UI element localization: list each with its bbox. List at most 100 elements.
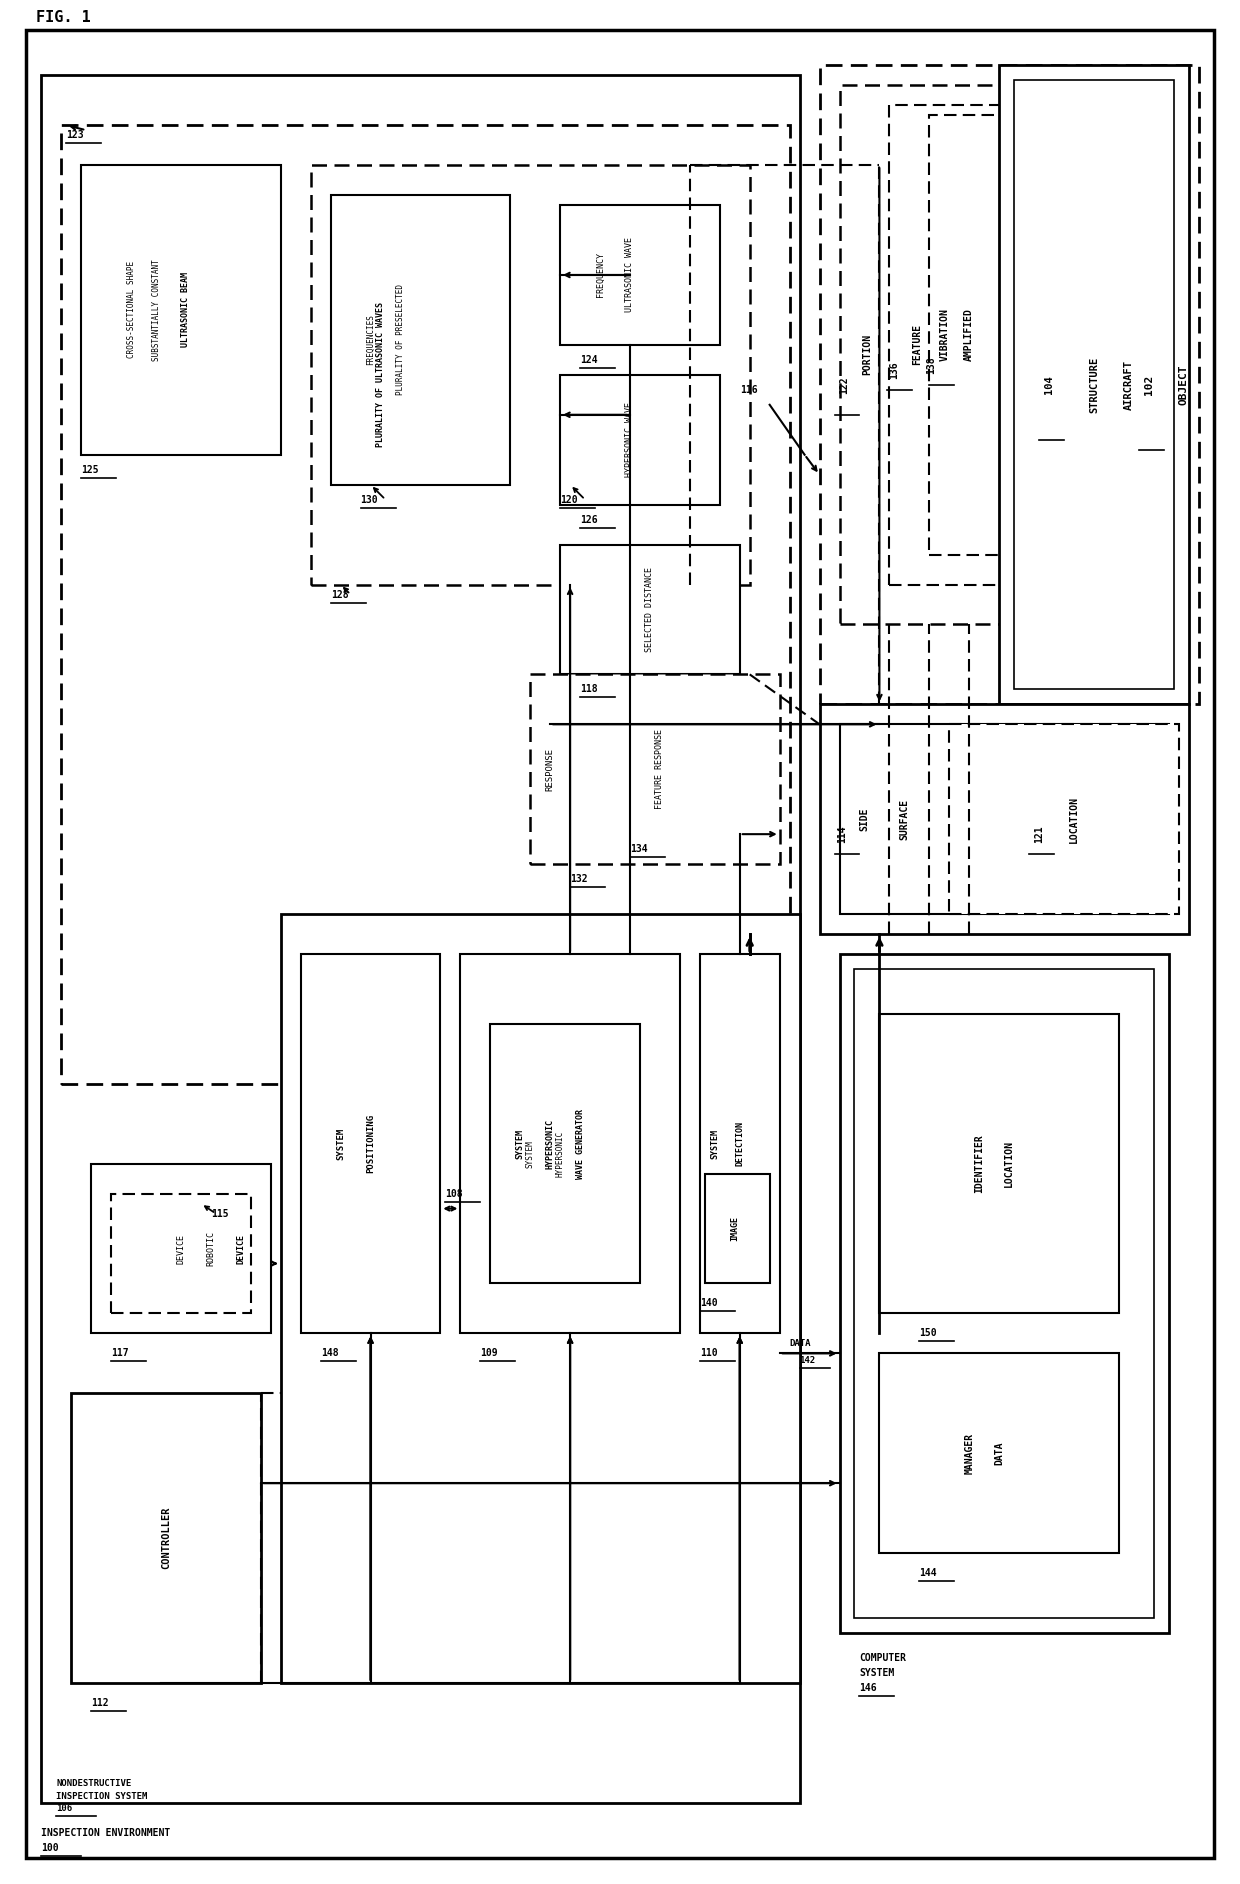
Text: LOCATION: LOCATION (1004, 1140, 1014, 1187)
Text: 104: 104 (1044, 375, 1054, 394)
Text: FREQUENCY: FREQUENCY (595, 252, 605, 298)
Text: 122: 122 (839, 377, 849, 394)
Text: 142: 142 (800, 1356, 816, 1366)
Text: ROBOTIC: ROBOTIC (206, 1230, 216, 1266)
Text: 112: 112 (92, 1697, 109, 1709)
Text: 116: 116 (740, 384, 758, 396)
Bar (820, 66, 1199, 705)
Text: 132: 132 (570, 874, 588, 884)
Bar (71, 1394, 260, 1682)
Text: LOCATION: LOCATION (1069, 795, 1079, 842)
Text: IDENTIFIER: IDENTIFIER (975, 1134, 985, 1193)
Text: 123: 123 (66, 130, 84, 139)
Text: POSITIONING: POSITIONING (366, 1113, 374, 1174)
Bar (560, 205, 719, 345)
Bar (81, 166, 280, 454)
Text: 144: 144 (919, 1567, 937, 1579)
Bar (889, 106, 1099, 584)
Text: HYPERSONIC WAVE: HYPERSONIC WAVE (625, 403, 635, 477)
Text: STRUCTURE: STRUCTURE (1089, 356, 1099, 413)
Bar (699, 953, 780, 1334)
Text: FEATURE: FEATURE (913, 324, 923, 365)
Bar (879, 1353, 1118, 1552)
Text: INSPECTION SYSTEM: INSPECTION SYSTEM (56, 1792, 148, 1801)
Text: INSPECTION ENVIRONMENT: INSPECTION ENVIRONMENT (41, 1827, 171, 1837)
Bar (41, 75, 800, 1803)
Text: ULTRASONIC BEAM: ULTRASONIC BEAM (181, 273, 191, 347)
Text: COMPUTER: COMPUTER (859, 1652, 906, 1664)
Text: SYSTEM: SYSTEM (859, 1667, 895, 1679)
Bar (92, 1164, 270, 1334)
Text: FEATURE RESPONSE: FEATURE RESPONSE (656, 729, 665, 810)
Text: AIRCRAFT: AIRCRAFT (1123, 360, 1133, 411)
Text: 130: 130 (361, 495, 378, 505)
Text: CROSS-SECTIONAL SHAPE: CROSS-SECTIONAL SHAPE (126, 262, 135, 358)
Text: FREQUENCIES: FREQUENCIES (366, 315, 374, 365)
Text: OBJECT: OBJECT (1179, 365, 1189, 405)
Text: 134: 134 (630, 844, 647, 853)
Text: 148: 148 (321, 1349, 339, 1358)
Text: PLURALITY OF ULTRASONIC WAVES: PLURALITY OF ULTRASONIC WAVES (376, 301, 386, 447)
Text: RESPONSE: RESPONSE (546, 748, 554, 791)
Bar (560, 544, 740, 674)
Bar (311, 166, 750, 584)
Text: IMAGE: IMAGE (730, 1215, 739, 1242)
Bar (839, 723, 1169, 914)
Text: SURFACE: SURFACE (899, 799, 909, 840)
Bar (460, 953, 680, 1334)
Text: ULTRASONIC WAVE: ULTRASONIC WAVE (625, 237, 635, 313)
Text: PORTION: PORTION (863, 333, 873, 375)
Text: 114: 114 (837, 825, 847, 842)
Text: 115: 115 (211, 1210, 228, 1219)
Text: 120: 120 (560, 495, 578, 505)
Bar (820, 705, 1189, 934)
Text: 109: 109 (480, 1349, 498, 1358)
Text: VIBRATION: VIBRATION (939, 309, 950, 362)
Bar (112, 1194, 250, 1313)
Bar (929, 115, 1079, 554)
Text: 117: 117 (112, 1349, 129, 1358)
Text: NONDESTRUCTIVE: NONDESTRUCTIVE (56, 1778, 131, 1788)
Text: 140: 140 (699, 1298, 718, 1309)
Text: DATA: DATA (790, 1340, 811, 1349)
Text: 128: 128 (331, 590, 348, 599)
Text: SYSTEM: SYSTEM (526, 1140, 534, 1168)
Text: 150: 150 (919, 1328, 937, 1338)
Text: 108: 108 (445, 1189, 463, 1198)
Bar (704, 1174, 770, 1283)
Text: 106: 106 (56, 1803, 72, 1812)
Bar (1014, 81, 1174, 690)
Bar (331, 196, 510, 484)
Text: 102: 102 (1143, 375, 1153, 396)
Text: 100: 100 (41, 1843, 60, 1852)
Text: DATA: DATA (994, 1441, 1004, 1466)
Text: DEVICE: DEVICE (237, 1234, 246, 1264)
Bar (61, 124, 790, 1083)
Text: MANAGER: MANAGER (965, 1432, 975, 1473)
Bar (839, 953, 1169, 1633)
Text: 125: 125 (81, 465, 99, 475)
Bar (531, 674, 780, 865)
Bar (280, 914, 800, 1682)
Bar (490, 1023, 640, 1283)
Text: 110: 110 (699, 1349, 718, 1358)
Bar (999, 66, 1189, 705)
Text: HYPERSONIC: HYPERSONIC (546, 1119, 554, 1168)
Text: SYSTEM: SYSTEM (711, 1129, 719, 1159)
Bar (854, 968, 1153, 1618)
Text: WAVE GENERATOR: WAVE GENERATOR (575, 1108, 584, 1179)
Text: HYPERSONIC: HYPERSONIC (556, 1130, 564, 1178)
Text: CONTROLLER: CONTROLLER (161, 1507, 171, 1569)
Text: 138: 138 (926, 356, 936, 373)
Bar (560, 705, 760, 835)
Text: 118: 118 (580, 684, 598, 695)
Bar (301, 953, 440, 1334)
Text: SUBSTANTIALLY CONSTANT: SUBSTANTIALLY CONSTANT (151, 260, 160, 362)
Text: SIDE: SIDE (859, 808, 869, 831)
Text: 124: 124 (580, 354, 598, 365)
Text: SELECTED DISTANCE: SELECTED DISTANCE (646, 567, 655, 652)
Bar (839, 85, 1118, 624)
Text: SYSTEM: SYSTEM (516, 1129, 525, 1159)
Text: 126: 126 (580, 514, 598, 524)
Text: AMPLIFIED: AMPLIFIED (965, 309, 975, 362)
